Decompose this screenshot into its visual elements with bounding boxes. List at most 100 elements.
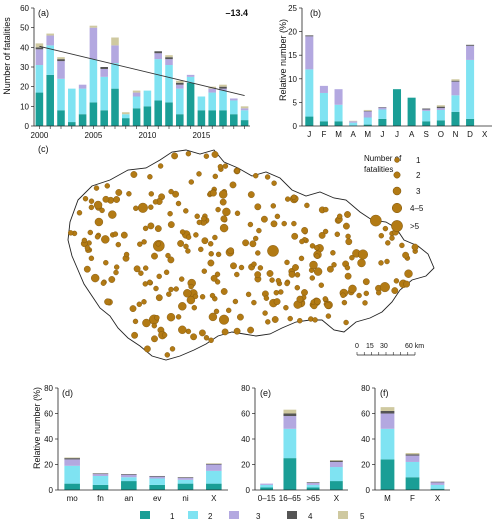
x-tick-label: X: [435, 494, 441, 503]
fatality-point: [94, 217, 104, 227]
fatality-point: [271, 180, 277, 186]
bar-segment-5-3: [329, 460, 343, 461]
fatality-point: [230, 262, 237, 270]
fatality-point: [299, 238, 305, 245]
fatality-point: [192, 293, 199, 300]
fatality-point: [220, 288, 228, 295]
bar-segment-3-3: [149, 476, 165, 479]
fatality-point: [115, 241, 122, 248]
panel-b-bars: [305, 35, 475, 126]
fatality-point: [123, 251, 130, 258]
bar-segment-5-17: [219, 84, 227, 87]
bar-segment-5-0: [64, 457, 80, 459]
map-legend-marker-2: [393, 171, 401, 179]
fatality-point: [173, 286, 179, 292]
panel-e-by-age: (e) 0 20 40 60 80 0–15 16–65 >65 X: [241, 384, 348, 503]
fatality-point: [344, 265, 351, 271]
y-tick-label: 30: [20, 63, 29, 72]
bar-segment-3-2: [430, 482, 445, 485]
fatality-point: [227, 247, 235, 255]
bar-segment-3-7: [111, 45, 119, 64]
fatality-point: [385, 240, 391, 246]
bar-segment-1-6: [392, 89, 402, 126]
legend-swatch-5: [338, 511, 348, 519]
fatality-point: [133, 265, 141, 273]
fatality-point: [313, 297, 321, 305]
fatality-point: [156, 273, 162, 280]
y-tick-label: 20: [241, 461, 250, 470]
panel-a-y-label: Number of fatalities: [2, 17, 12, 95]
fatality-point: [194, 213, 200, 220]
fatality-point: [263, 295, 270, 301]
x-tick-label: J: [307, 130, 311, 139]
bar-segment-4-8: [422, 108, 431, 110]
y-tick-label: 80: [241, 384, 250, 393]
fatality-point: [220, 215, 228, 223]
fatality-point: [143, 345, 151, 353]
bar-segment-1-5: [206, 483, 222, 491]
bar-segment-1-6: [100, 110, 108, 126]
fatality-point: [137, 202, 148, 213]
fatality-point: [211, 151, 219, 158]
bar-segment-5-1: [46, 33, 54, 36]
x-tick-label: F: [321, 130, 326, 139]
bar-segment-5-9: [132, 90, 141, 93]
bar-segment-5-8: [122, 112, 130, 115]
bar-segment-2-9: [436, 109, 445, 121]
y-tick-label: 60: [20, 4, 29, 13]
bar-segment-2-15: [197, 96, 206, 111]
fatality-point: [213, 308, 220, 315]
scale-label-0: 0: [355, 343, 359, 350]
fatality-point: [313, 267, 323, 276]
fatality-point: [108, 210, 117, 219]
y-tick-label: 0: [25, 122, 30, 131]
bar-segment-3-10: [451, 81, 460, 96]
fatality-point: [153, 285, 159, 292]
bar-segment-2-11: [466, 59, 475, 119]
fatality-point: [198, 329, 206, 337]
fatality-point: [358, 249, 369, 260]
fatality-point: [201, 237, 209, 245]
bar-segment-3-9: [132, 92, 141, 97]
fatality-point: [88, 198, 95, 204]
bar-segment-5-5: [89, 25, 98, 28]
bar-segment-3-0: [380, 413, 395, 429]
bar-segment-1-8: [422, 121, 431, 126]
bar-segment-2-0: [35, 65, 44, 93]
y-tick-label: 0: [246, 486, 251, 495]
fatality-point: [257, 265, 264, 271]
legend-swatch-2: [188, 511, 198, 519]
bar-segment-1-2: [334, 121, 343, 126]
bar-segment-4-1: [283, 413, 297, 417]
fatality-point: [198, 246, 204, 253]
bar-segment-4-12: [165, 57, 173, 60]
panel-f-label: (f): [380, 388, 389, 398]
bar-segment-2-13: [176, 88, 184, 115]
fatality-point: [168, 188, 174, 195]
bar-segment-1-0: [380, 459, 395, 490]
fatality-point: [281, 220, 287, 227]
fatality-point: [274, 213, 281, 220]
bar-segment-1-11: [466, 118, 475, 126]
panel-b-y-label: Relative number (%): [278, 19, 288, 101]
fatality-point: [183, 289, 192, 298]
fatality-point: [273, 298, 281, 305]
bar-segment-5-2: [57, 57, 65, 60]
bar-segment-5-1: [283, 409, 297, 414]
fatality-point: [283, 305, 289, 311]
fatality-point: [260, 215, 268, 223]
fatality-point: [301, 226, 308, 234]
bar-segment-2-5: [206, 470, 222, 484]
fatality-point: [362, 278, 370, 286]
bar-segment-1-19: [240, 120, 249, 126]
bar-segment-2-10: [143, 90, 152, 107]
x-tick-label: 16–65: [279, 494, 302, 503]
fatality-point: [363, 290, 369, 297]
bar-segment-1-5: [378, 118, 387, 126]
bar-segment-4-11: [154, 51, 162, 54]
bar-segment-3-0: [305, 36, 314, 70]
fatality-point: [88, 204, 95, 211]
bar-segment-5-12: [165, 55, 173, 58]
x-tick-label: 2000: [31, 131, 49, 140]
bar-segment-2-6: [100, 76, 108, 111]
